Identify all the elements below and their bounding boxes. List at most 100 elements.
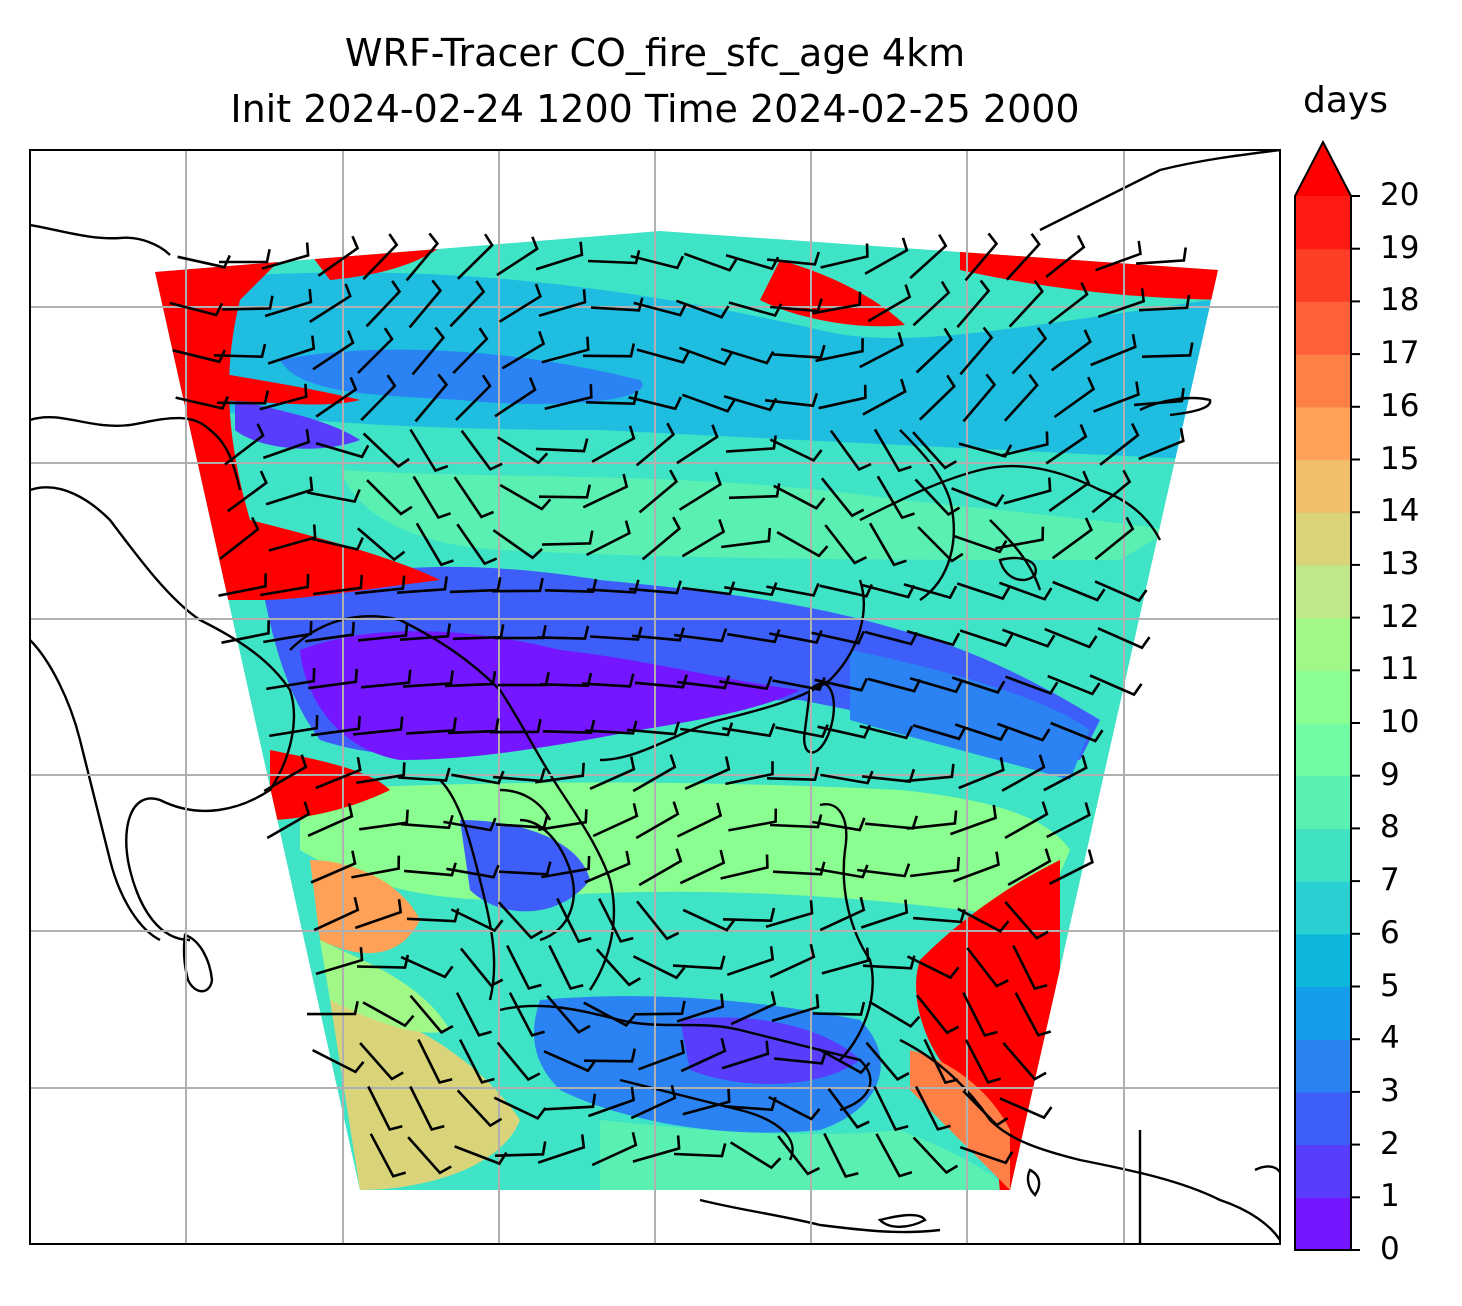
wind-barb — [917, 526, 964, 563]
wind-barb — [1045, 234, 1086, 278]
wind-barb — [261, 242, 310, 270]
colorbar-swatch — [1295, 775, 1351, 829]
colorbar-tick-label: 15 — [1380, 440, 1420, 477]
wind-barb — [369, 1133, 407, 1178]
wind-barb — [224, 423, 265, 466]
wind-barb — [910, 856, 961, 878]
wind-barb — [496, 436, 549, 465]
wind-barb — [584, 720, 638, 735]
colorbar-tick-label: 9 — [1380, 756, 1400, 793]
wind-barb — [453, 476, 494, 519]
colorbar-tick-label: 8 — [1380, 809, 1400, 846]
colorbar-tick-label: 19 — [1380, 229, 1420, 266]
wind-barb — [915, 994, 960, 1035]
wind-barb — [451, 770, 505, 785]
wind-barb — [634, 674, 688, 689]
wind-barb — [815, 338, 864, 363]
colorbar-tick-label: 11 — [1380, 651, 1420, 688]
colorbar-swatch — [1295, 617, 1351, 671]
wind-barb — [1099, 422, 1140, 466]
wind-barb — [177, 254, 231, 269]
colorbar-tick-label: 2 — [1380, 1125, 1400, 1162]
wind-barb — [414, 373, 449, 423]
wind-barb — [923, 1038, 959, 1085]
wind-barb — [677, 675, 731, 690]
wind-barb — [906, 955, 960, 980]
wind-barb — [216, 390, 270, 405]
wind-barb — [719, 676, 773, 691]
wind-barb — [678, 471, 722, 511]
wind-barb — [456, 233, 494, 280]
wind-barb — [829, 429, 872, 472]
map-frame — [29, 149, 1281, 1245]
wind-barb — [1008, 280, 1044, 328]
colorbar-swatch — [1295, 881, 1351, 935]
wind-barb — [1141, 342, 1194, 358]
wind-barb — [672, 955, 726, 970]
wind-barb — [535, 241, 584, 271]
wind-barb — [362, 1001, 415, 1028]
wind-barb — [538, 809, 588, 831]
wind-barb — [811, 630, 865, 645]
wind-barb — [1095, 240, 1142, 272]
wind-barb — [962, 992, 998, 1037]
wind-barb — [496, 1041, 541, 1082]
colorbar-swatch — [1295, 301, 1351, 355]
colorbar-tick-label: 1 — [1380, 1178, 1400, 1215]
wind-barb — [537, 1134, 586, 1164]
colorbar-outline — [1294, 139, 1352, 1251]
wind-barb — [452, 327, 489, 375]
colorbar-tick-label: 0 — [1380, 1231, 1400, 1267]
wind-barb — [766, 251, 821, 266]
wind-barb — [912, 909, 966, 924]
wind-barb — [818, 1048, 871, 1075]
wind-barb — [307, 489, 361, 503]
wind-barb — [544, 1093, 597, 1111]
wind-barb — [769, 943, 816, 979]
wind-barb — [1047, 674, 1101, 696]
wind-barb — [409, 994, 454, 1034]
wind-barb — [631, 627, 685, 642]
wind-barb — [861, 583, 916, 599]
wind-barb — [412, 475, 452, 520]
wind-barb — [1138, 294, 1191, 312]
wind-barb — [218, 573, 267, 597]
wind-barb — [400, 955, 454, 979]
wind-barb — [724, 582, 778, 597]
wind-barb — [912, 723, 967, 741]
wind-barb — [403, 862, 457, 877]
colorbar-label: days — [1303, 80, 1388, 121]
wind-barb — [1004, 901, 1049, 940]
colorbar-swatch — [1295, 196, 1351, 250]
wind-barb — [260, 573, 310, 597]
wind-barb — [876, 475, 915, 520]
wind-barb — [306, 1000, 359, 1016]
wind-barb — [397, 576, 448, 594]
wind-barb — [267, 335, 316, 365]
map-panel — [30, 150, 1280, 1244]
wind-barb — [771, 994, 820, 1023]
colorbar-tick-label: 20 — [1380, 177, 1420, 213]
wind-barb — [777, 1135, 821, 1176]
wind-barb — [489, 718, 542, 734]
wind-barb — [584, 850, 631, 884]
wind-barb — [1005, 675, 1059, 695]
wind-barb — [721, 527, 772, 549]
wind-barb — [812, 817, 866, 832]
wind-barb — [727, 629, 781, 644]
wind-barb — [587, 1086, 636, 1118]
wind-barb — [636, 348, 691, 364]
wind-barb — [1003, 373, 1039, 422]
wind-barb — [766, 766, 820, 782]
wind-barb — [444, 670, 497, 688]
wind-barb — [268, 524, 317, 552]
wind-barb — [683, 252, 738, 272]
wind-barb — [456, 523, 498, 566]
colorbar-swatch — [1295, 1091, 1351, 1146]
wind-barb — [1045, 424, 1088, 465]
wind-barb — [539, 672, 593, 688]
wind-barb — [729, 1141, 782, 1170]
wind-barb — [1051, 517, 1094, 560]
wind-barb — [582, 343, 636, 358]
wind-barb — [820, 770, 874, 785]
